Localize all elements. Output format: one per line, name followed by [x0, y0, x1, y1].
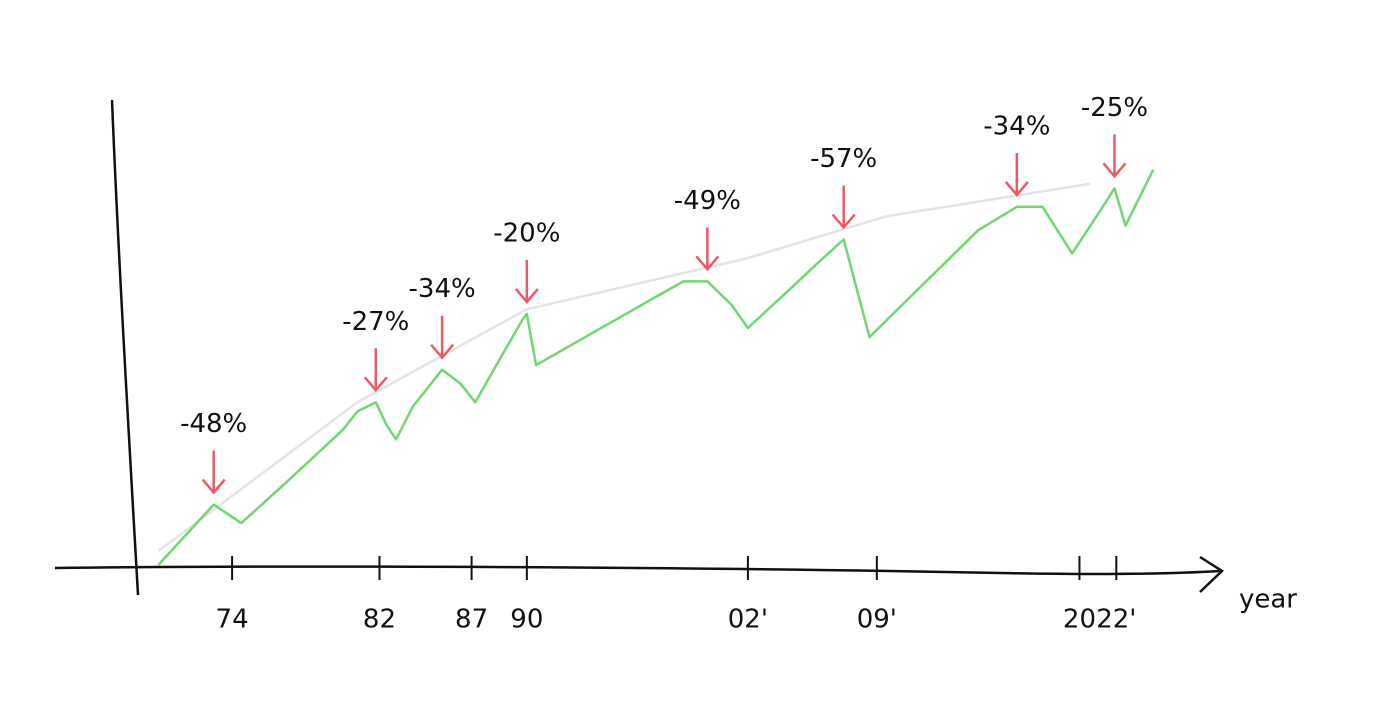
drawdown-arrow — [695, 227, 720, 272]
drawdown-label: -57% — [810, 144, 877, 174]
x-tick-label: 82 — [363, 605, 396, 635]
drawdown-arrow — [430, 315, 455, 360]
drawdown-label: -20% — [493, 218, 560, 248]
arrow-path — [1102, 134, 1127, 179]
arrow-path — [363, 348, 388, 393]
arrow-path — [201, 450, 226, 495]
x-axis — [54, 565, 1221, 576]
x-tick-label: 20 — [1063, 605, 1096, 635]
drawdown-arrow — [831, 185, 856, 230]
data-line — [157, 169, 1155, 566]
x-axis-label: year — [1239, 585, 1297, 615]
data-line — [157, 182, 1091, 553]
x-tick-label: 74 — [216, 605, 249, 635]
y-axis — [110, 99, 140, 596]
drawdown-arrow — [201, 450, 226, 495]
x-tick-label: 87 — [455, 605, 488, 635]
arrow-path — [695, 227, 720, 272]
arrow-path — [514, 259, 539, 304]
arrow-path — [1004, 152, 1029, 197]
drawdown-arrow — [514, 259, 539, 304]
drawdown-arrow — [363, 348, 388, 393]
drawdown-label: -34% — [983, 111, 1050, 141]
x-tick-label: 02' — [728, 605, 768, 635]
drawdown-arrow — [1004, 152, 1029, 197]
drawdown-label: -25% — [1081, 93, 1148, 123]
drawdown-label: -34% — [409, 274, 476, 304]
x-tick-label: 90 — [510, 605, 543, 635]
drawdown-arrow — [1102, 134, 1127, 179]
arrow-path — [430, 315, 455, 360]
arrow-path — [831, 185, 856, 230]
drawdown-label: -49% — [674, 186, 741, 216]
x-axis-arrow — [1199, 555, 1225, 593]
drawdown-label: -48% — [180, 409, 247, 439]
x-tick-label: 22' — [1096, 605, 1136, 635]
drawdown-label: -27% — [342, 307, 409, 337]
x-tick-label: 09' — [857, 605, 897, 635]
